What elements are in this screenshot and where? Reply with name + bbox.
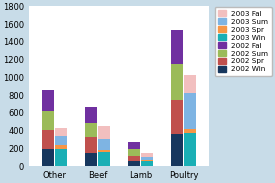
Bar [128, 142, 140, 149]
Bar [184, 75, 196, 93]
Bar [141, 154, 153, 157]
Bar [42, 130, 54, 149]
Bar [85, 153, 97, 166]
Bar [85, 137, 97, 153]
Bar [42, 111, 54, 130]
Bar [141, 160, 153, 166]
Bar [128, 160, 140, 166]
Bar [98, 152, 111, 166]
Bar [55, 145, 67, 149]
Bar [170, 64, 183, 100]
Bar [98, 139, 111, 150]
Bar [184, 133, 196, 166]
Bar [128, 149, 140, 156]
Bar [42, 149, 54, 166]
Bar [128, 156, 140, 160]
Bar [55, 128, 67, 136]
Bar [42, 90, 54, 111]
Bar [55, 136, 67, 145]
Legend: 2003 Fal, 2003 Sum, 2003 Spr, 2003 Win, 2002 Fal, 2002 Sum, 2002 Spr, 2002 Win: 2003 Fal, 2003 Sum, 2003 Spr, 2003 Win, … [215, 7, 272, 76]
Bar [85, 107, 97, 123]
Bar [184, 129, 196, 133]
Bar [170, 100, 183, 134]
Bar [170, 134, 183, 166]
Bar [98, 126, 111, 139]
Bar [141, 157, 153, 160]
Bar [85, 123, 97, 137]
Bar [170, 30, 183, 64]
Bar [55, 149, 67, 166]
Bar [184, 93, 196, 129]
Bar [98, 150, 111, 152]
